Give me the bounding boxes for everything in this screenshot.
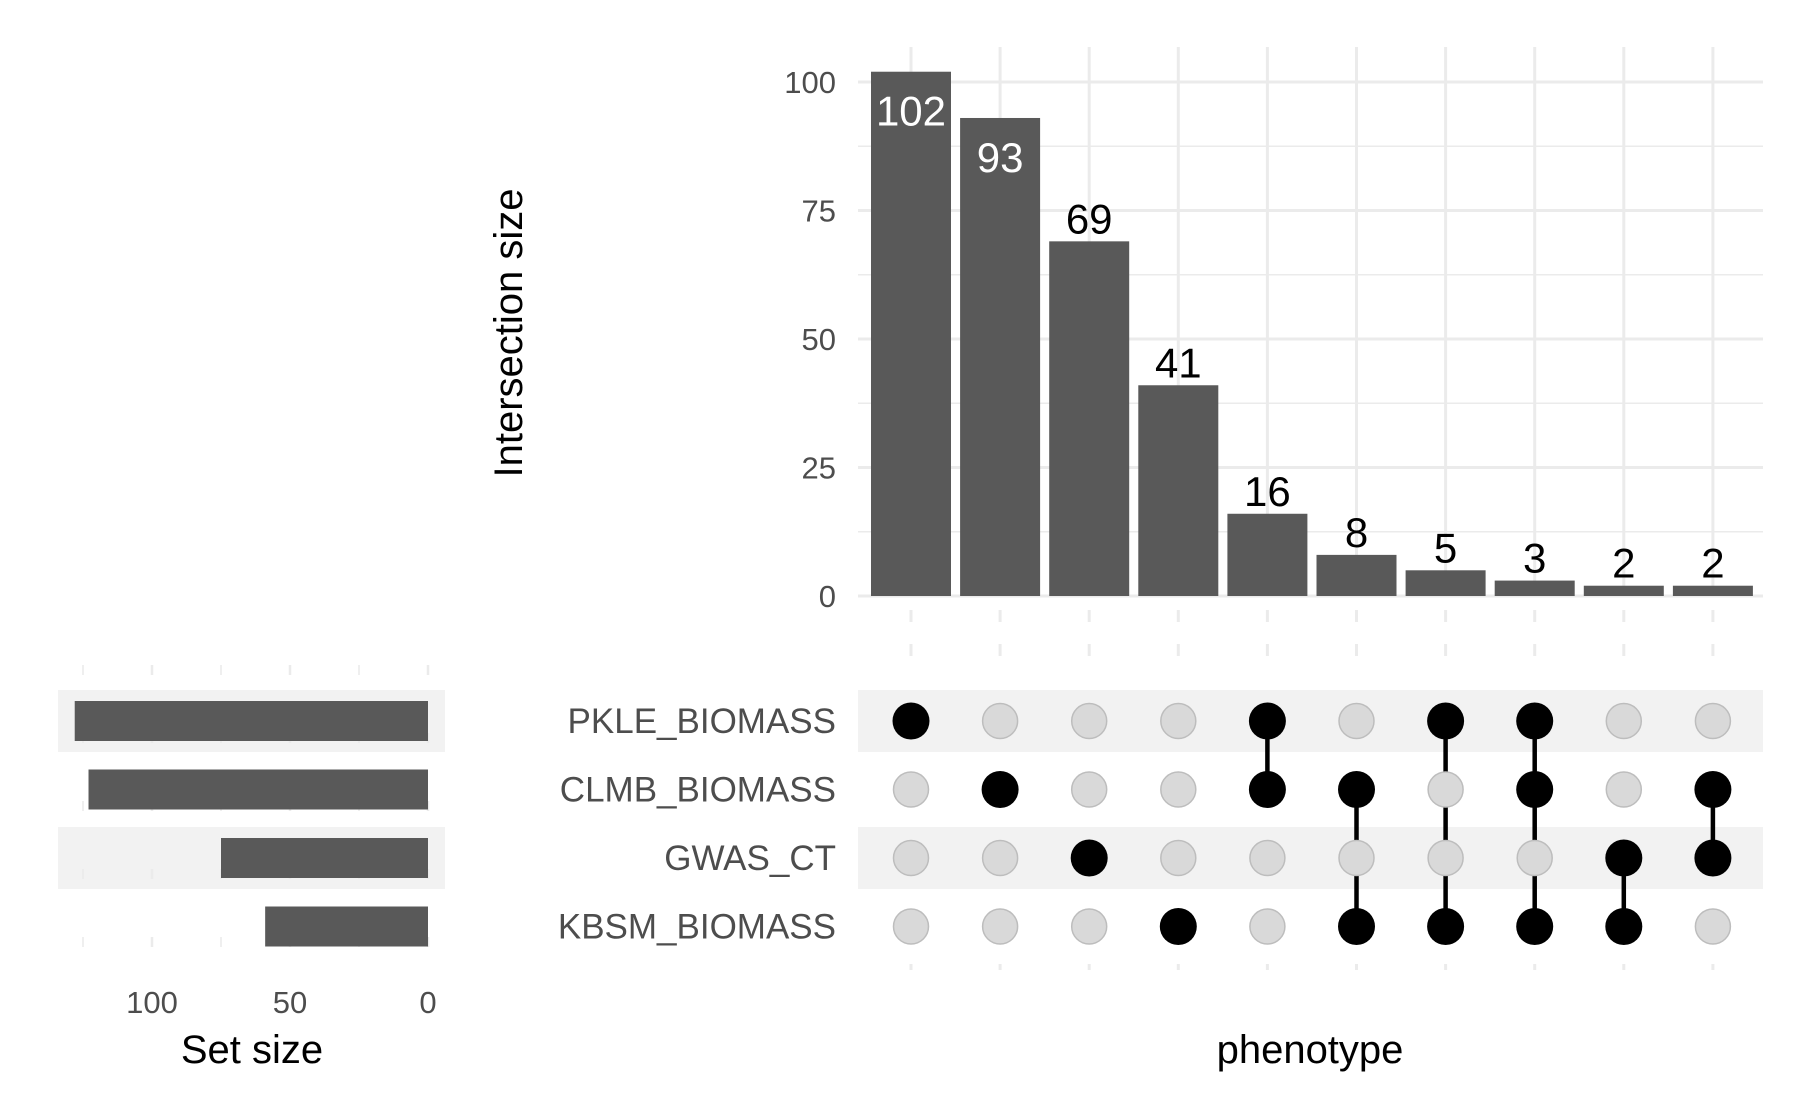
matrix-dot-inactive: [1160, 771, 1197, 808]
matrix-dot-active: [1516, 771, 1554, 808]
matrix-dots: [892, 702, 1732, 945]
set-size-bars: [74, 701, 429, 947]
set-size-tick-label: 0: [419, 985, 436, 1020]
matrix-dot-inactive: [1427, 839, 1464, 877]
matrix-dot-active: [1427, 702, 1465, 740]
matrix-dot-active: [1605, 839, 1643, 877]
set-size-tick-label: 50: [273, 985, 307, 1020]
matrix-dot-active: [1070, 839, 1108, 877]
intersection-bar-label: 41: [1155, 339, 1202, 386]
intersection-bar-label: 8: [1345, 509, 1368, 556]
matrix-dot-inactive: [1070, 771, 1108, 808]
matrix-dot-inactive: [1070, 908, 1108, 945]
intersection-bar: [871, 71, 951, 597]
set-size-bar: [265, 906, 428, 947]
matrix-dot-active: [1694, 839, 1732, 877]
set-size-bar: [74, 701, 428, 741]
intersection-bar-label: 93: [977, 134, 1024, 181]
intersection-bar-label: 5: [1434, 524, 1457, 571]
matrix-dot-inactive: [1516, 839, 1553, 877]
intersection-size-axis-title: Intersection size: [487, 188, 531, 477]
matrix-dot-inactive: [1249, 908, 1286, 945]
intersection-y-tick-label: 50: [802, 322, 836, 357]
matrix-dot-inactive: [892, 908, 930, 945]
intersection-bar: [1405, 570, 1486, 596]
intersection-bar: [1227, 513, 1308, 596]
intersection-bar-label: 2: [1612, 540, 1635, 587]
matrix-dot-inactive: [981, 908, 1019, 945]
intersection-bar-labels: 102 93 69 41 16 8 5 3 2 2: [876, 88, 1725, 587]
intersection-bar: [1316, 554, 1397, 596]
intersection-y-tick-label: 0: [819, 579, 836, 614]
intersection-bar: [1672, 585, 1753, 596]
matrix-dot-active: [892, 702, 930, 740]
matrix-dot-active: [1427, 908, 1465, 945]
intersection-bar: [1049, 241, 1130, 596]
set-size-tick-labels: 100 50 0: [126, 985, 436, 1020]
matrix-dot-inactive: [1605, 702, 1643, 740]
matrix-dot-active: [1694, 771, 1732, 808]
intersection-y-tick-label: 75: [802, 194, 836, 229]
intersection-bar: [1494, 580, 1575, 596]
matrix-dot-active: [1248, 702, 1286, 740]
intersection-bar-label: 2: [1701, 540, 1724, 587]
intersection-bar: [1138, 385, 1219, 596]
intersection-y-tick-labels: 0 25 50 75 100: [784, 65, 836, 614]
set-name-label: KBSM_BIOMASS: [558, 908, 836, 947]
intersection-bar-label: 69: [1066, 195, 1113, 242]
matrix-dot-inactive: [1338, 839, 1375, 877]
matrix-dot-active: [1516, 702, 1554, 740]
phenotype-axis-title: phenotype: [1217, 1028, 1404, 1072]
set-name-label: PKLE_BIOMASS: [568, 702, 836, 741]
matrix-dot-active: [981, 771, 1019, 808]
set-name-labels: PKLE_BIOMASS CLMB_BIOMASS GWAS_CT KBSM_BIOM…: [558, 702, 836, 947]
set-size-bar: [88, 769, 429, 810]
intersection-bar: [960, 117, 1041, 596]
matrix-dot-active: [1248, 771, 1286, 808]
matrix-dot-inactive: [1160, 839, 1197, 877]
matrix-dot-inactive: [892, 771, 930, 808]
matrix-dot-active: [1516, 908, 1554, 945]
matrix-dot-inactive: [1160, 702, 1197, 740]
matrix-dot-active: [1338, 908, 1375, 945]
intersection-bar-label: 102: [876, 88, 946, 135]
matrix-dot-active: [1605, 908, 1643, 945]
matrix-dot-inactive: [1427, 771, 1464, 808]
set-size-axis-title: Set size: [181, 1028, 323, 1072]
set-size-bar: [221, 838, 428, 878]
intersection-bar: [1583, 585, 1664, 596]
matrix-dot-inactive: [1605, 771, 1643, 808]
matrix-dot-inactive: [1070, 702, 1108, 740]
matrix-dot-inactive: [892, 839, 930, 877]
intersection-bar-label: 16: [1244, 468, 1291, 515]
intersection-y-tick-label: 25: [802, 451, 836, 486]
set-size-tick-label: 100: [126, 985, 178, 1020]
intersection-y-tick-label: 100: [784, 65, 836, 100]
matrix-dot-inactive: [981, 839, 1019, 877]
set-name-label: GWAS_CT: [664, 839, 836, 878]
matrix-dot-inactive: [1338, 702, 1375, 740]
matrix-dot-active: [1159, 908, 1197, 945]
intersection-bars: [871, 71, 1753, 597]
matrix-dot-inactive: [1694, 702, 1732, 740]
matrix-dot-inactive: [981, 702, 1019, 740]
set-name-label: CLMB_BIOMASS: [560, 771, 836, 810]
intersection-bar-label: 3: [1523, 535, 1546, 582]
matrix-dot-inactive: [1249, 839, 1286, 877]
matrix-dot-inactive: [1694, 908, 1732, 945]
matrix-dot-active: [1338, 771, 1375, 808]
